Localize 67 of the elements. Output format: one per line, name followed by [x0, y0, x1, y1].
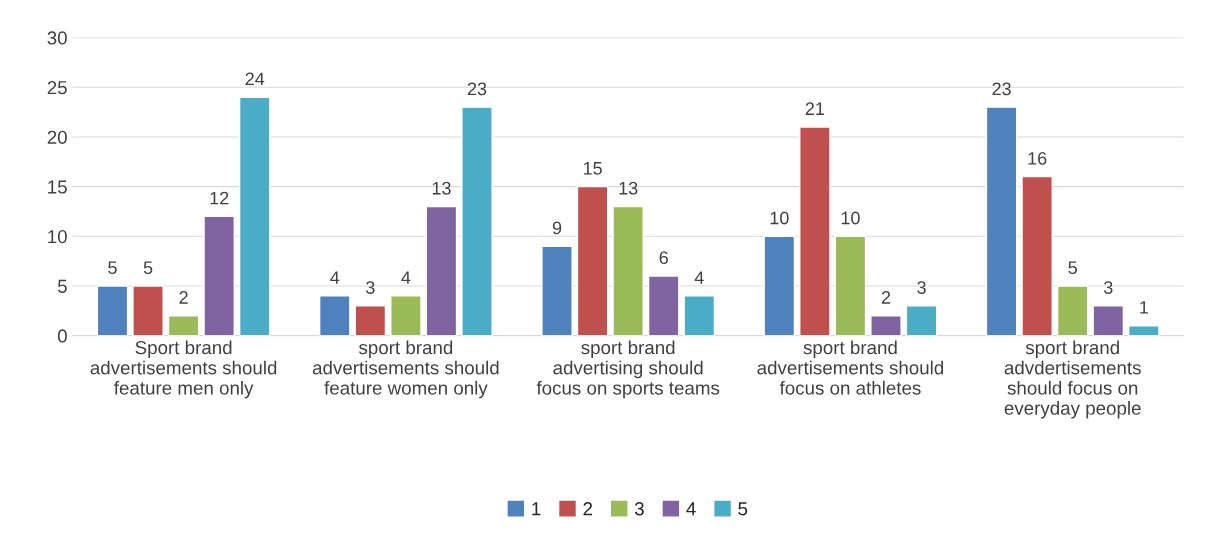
y-tick-label: 5 [57, 279, 67, 293]
x-tick-label: sport brand advdertisements should focus on everyday people [1004, 340, 1141, 419]
y-tick-label: 15 [48, 180, 67, 194]
bar [541, 245, 573, 336]
legend-label: 1 [532, 502, 541, 516]
data-label: 1 [1140, 301, 1148, 314]
data-label: 24 [245, 72, 265, 86]
bar [390, 295, 422, 336]
bar [1092, 305, 1125, 336]
legend-label: 2 [583, 502, 593, 516]
data-label: 4 [401, 271, 411, 284]
data-label: 23 [992, 82, 1011, 96]
data-label: 6 [659, 251, 668, 265]
bar [683, 295, 716, 336]
bar [354, 305, 387, 336]
bar [132, 285, 164, 336]
bar [238, 96, 271, 336]
data-label: 3 [365, 281, 375, 294]
data-label: 21 [805, 102, 825, 115]
bar [96, 285, 129, 336]
bar [461, 106, 493, 336]
bar [425, 205, 458, 336]
y-tick-label: 30 [47, 31, 67, 45]
data-label: 13 [432, 181, 451, 195]
y-tick-label: 20 [47, 130, 67, 144]
bar [167, 315, 200, 336]
y-tick-label: 0 [57, 329, 67, 343]
data-label: 10 [770, 211, 789, 225]
data-label: 23 [467, 82, 487, 96]
bar [647, 275, 680, 336]
data-label: 3 [917, 281, 926, 294]
data-label: 9 [552, 221, 562, 235]
bar [763, 235, 796, 336]
bar [203, 215, 235, 336]
legend-label: 3 [634, 502, 644, 516]
data-label: 4 [694, 271, 704, 284]
x-tick-label: sport brand advertisements should feature women only [312, 340, 499, 399]
data-label: 16 [1028, 151, 1047, 165]
data-label: 10 [841, 211, 860, 225]
bar [612, 205, 644, 336]
bar [1056, 285, 1089, 336]
data-label: 2 [881, 291, 891, 304]
data-label: 4 [330, 271, 340, 284]
x-tick-label: sport brand advertisements should focus on athletes [757, 340, 944, 395]
bar [318, 295, 351, 336]
data-label: 12 [210, 191, 229, 205]
x-tick-label: sport brand advertising should focus on sports teams [536, 340, 720, 399]
bar [905, 305, 938, 336]
data-label: 5 [1068, 261, 1077, 275]
legend-label: 5 [738, 502, 748, 516]
data-label: 2 [179, 291, 188, 304]
data-label: 5 [143, 261, 153, 275]
bar [576, 185, 609, 336]
x-tick-label: Sport brand advertisements should feature men only [90, 340, 277, 399]
bar [834, 235, 867, 336]
bar [870, 315, 902, 336]
legend-label: 4 [686, 502, 696, 516]
y-tick-label: 10 [48, 229, 67, 244]
bar [1021, 175, 1053, 336]
data-label: 13 [619, 181, 638, 195]
data-label: 3 [1103, 281, 1113, 294]
data-label: 5 [108, 261, 117, 275]
y-tick-label: 25 [47, 80, 67, 95]
bar [799, 126, 831, 336]
bar [985, 106, 1018, 336]
bar [1128, 324, 1160, 336]
data-label: 15 [583, 162, 602, 175]
